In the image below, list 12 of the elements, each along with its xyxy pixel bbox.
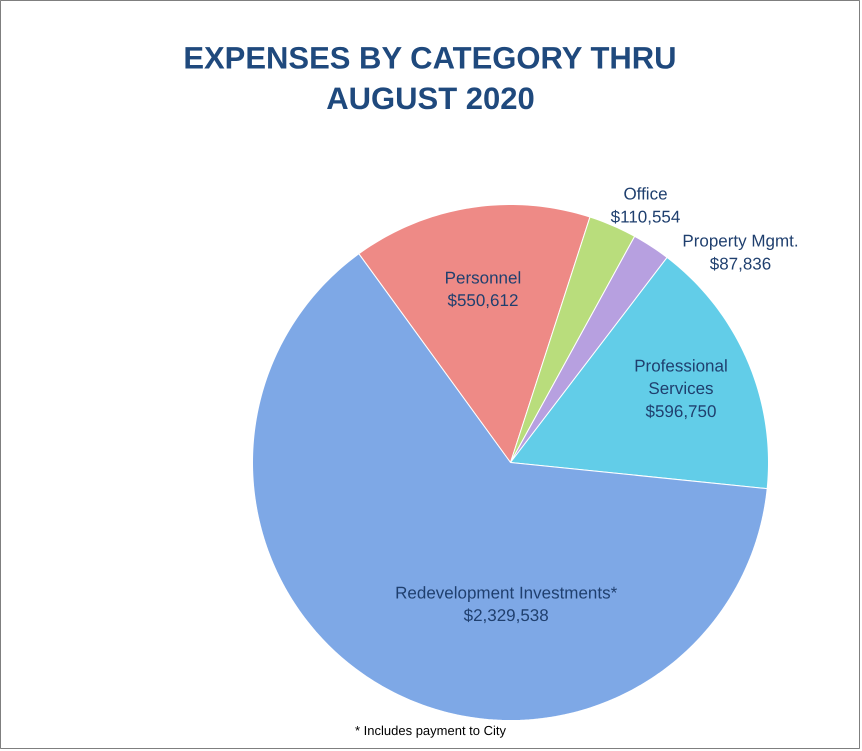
data-label: $550,612 [448,291,518,310]
data-label: $2,329,538 [464,606,549,626]
data-label: $87,836 [710,254,772,274]
data-label: $110,554 [610,207,680,226]
slice-label: Property Mgmt. [682,232,799,251]
slice-label: Redevelopment Investments* [395,583,618,602]
text: * Includes payment to City [354,723,507,738]
data-label: $596,750 [646,402,716,421]
chart-title: EXPENSES BY CATEGORY THRU AUGUST 2020 [183,40,677,116]
slice-label: Personnel [444,268,522,288]
slice-label: Professional Services [634,356,728,398]
slice-label: Office [623,184,668,204]
